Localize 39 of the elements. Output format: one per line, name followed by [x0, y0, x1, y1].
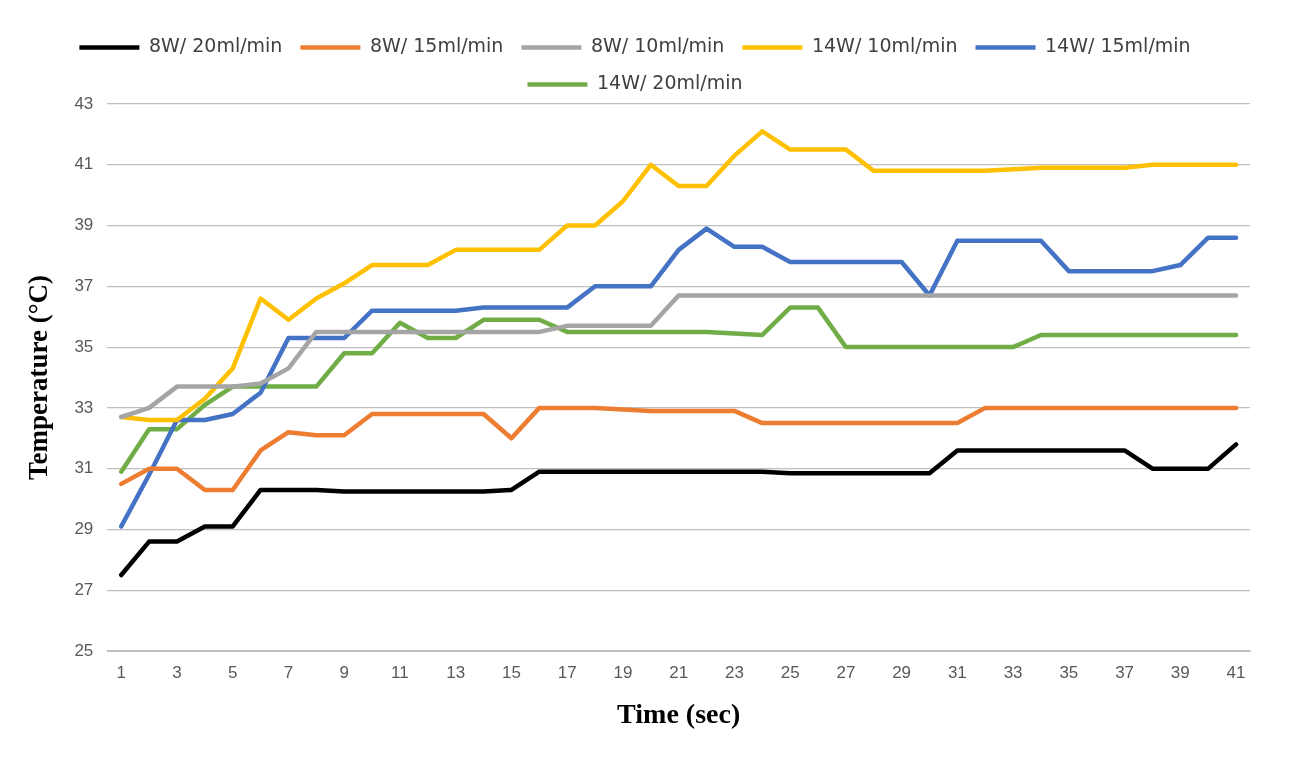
- x-tick-label: 39: [1170, 662, 1190, 682]
- x-tick-label: 15: [501, 662, 521, 682]
- x-tick-label: 33: [1003, 662, 1023, 682]
- x-tick-label: 31: [947, 662, 967, 682]
- x-tick-label: 23: [724, 662, 744, 682]
- x-tick-label: 5: [227, 662, 238, 682]
- legend-label: 14W/ 10ml/min: [811, 34, 958, 57]
- y-tick-label: 35: [74, 336, 94, 356]
- x-tick-label: 41: [1226, 662, 1246, 682]
- x-tick-label: 17: [557, 662, 577, 682]
- y-tick-label: 33: [74, 397, 94, 417]
- x-tick-label: 25: [780, 662, 800, 682]
- y-tick-label: 27: [74, 579, 94, 599]
- y-tick-label: 37: [74, 276, 94, 296]
- y-tick-label: 29: [74, 519, 94, 539]
- legend-label: 8W/ 15ml/min: [369, 34, 504, 57]
- y-tick-label: 39: [74, 215, 94, 235]
- y-tick-label: 41: [74, 154, 94, 174]
- y-tick-label: 43: [74, 93, 94, 113]
- x-tick-label: 9: [339, 662, 349, 682]
- legend-label: 8W/ 20ml/min: [148, 34, 283, 57]
- x-tick-label: 19: [613, 662, 633, 682]
- x-tick-label: 1: [116, 662, 126, 682]
- x-tick-label: 27: [836, 662, 856, 682]
- y-tick-label: 31: [74, 458, 94, 478]
- x-tick-label: 3: [172, 662, 182, 682]
- legend-label: 8W/ 10ml/min: [590, 34, 725, 57]
- y-tick-label: 25: [74, 640, 94, 660]
- x-tick-label: 37: [1115, 662, 1135, 682]
- x-tick-label: 11: [391, 662, 409, 682]
- y-axis-title: Temperature (°C): [23, 274, 54, 481]
- legend-label: 14W/ 20ml/min: [596, 71, 743, 94]
- x-axis-title: Time (sec): [617, 698, 741, 730]
- x-tick-label: 35: [1059, 662, 1079, 682]
- legend-label: 14W/ 15ml/min: [1045, 34, 1191, 57]
- x-tick-label: 21: [669, 662, 689, 682]
- x-tick-label: 13: [446, 662, 466, 682]
- x-tick-label: 7: [283, 662, 294, 682]
- x-tick-label: 29: [892, 662, 912, 682]
